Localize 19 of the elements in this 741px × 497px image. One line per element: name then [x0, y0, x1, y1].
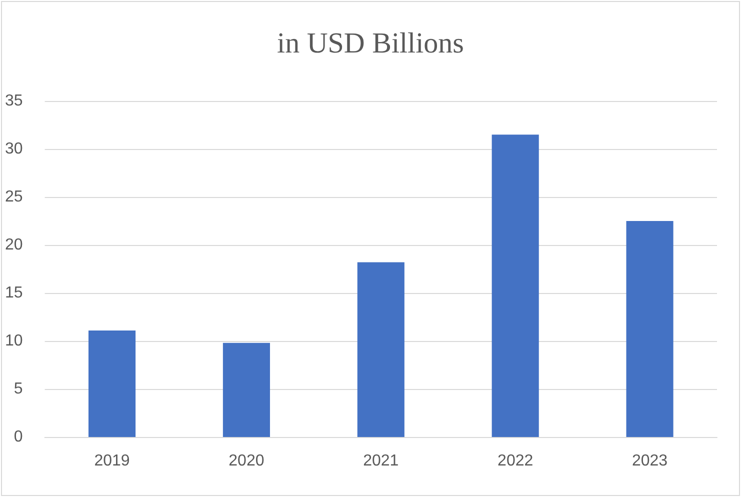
- bar: [626, 221, 674, 437]
- y-tick-label: 35: [5, 92, 23, 110]
- y-tick-label: 20: [5, 236, 23, 254]
- bar: [88, 330, 136, 437]
- y-tick-label: 25: [5, 188, 23, 206]
- bar: [357, 262, 404, 437]
- y-tick-label: 15: [5, 284, 23, 302]
- y-tick-label: 10: [5, 332, 23, 350]
- y-tick-label: 30: [5, 140, 23, 158]
- chart-title: in USD Billions: [277, 28, 464, 60]
- x-tick-label: 2022: [498, 452, 534, 470]
- x-tick-label: 2023: [632, 452, 668, 470]
- x-tick-label: 2020: [228, 452, 264, 470]
- x-tick-label: 2019: [94, 452, 130, 470]
- x-tick-label: 2021: [363, 452, 399, 470]
- y-tick-label: 0: [14, 428, 23, 446]
- bar: [222, 342, 270, 437]
- bar: [492, 134, 539, 437]
- y-tick-label: 5: [14, 380, 23, 398]
